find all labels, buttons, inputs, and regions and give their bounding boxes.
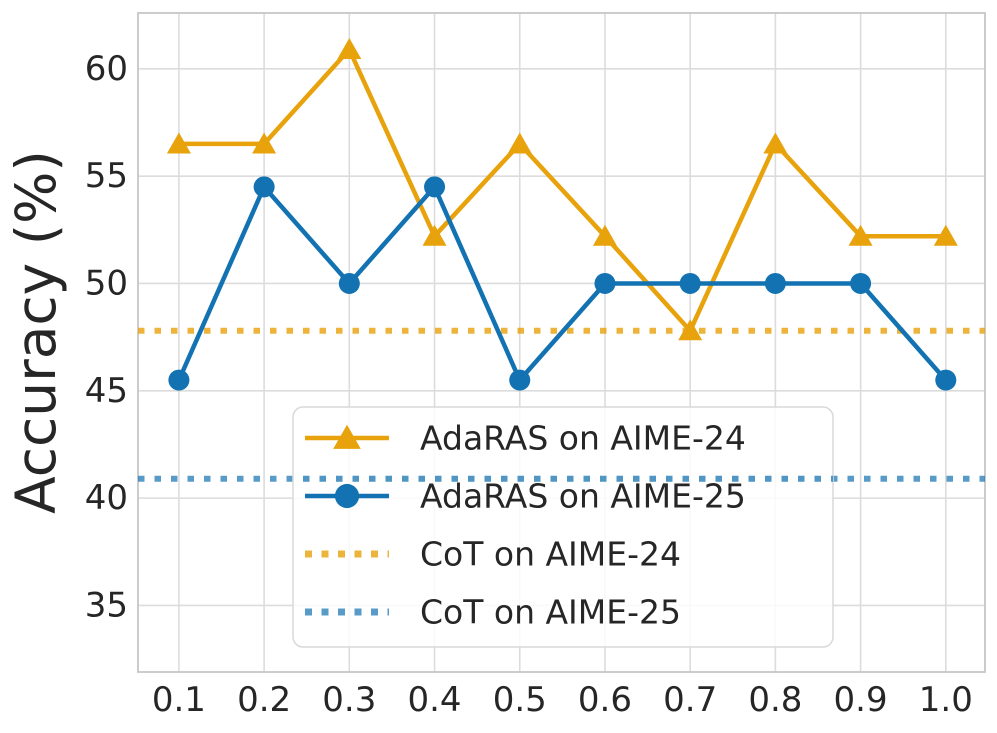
triangle-marker [592, 224, 617, 246]
legend-label: AdaRAS on AIME-25 [420, 477, 746, 516]
circle-marker [424, 176, 446, 198]
y-tick-label: 45 [85, 371, 128, 411]
legend-item: AdaRAS on AIME-24 [305, 419, 746, 458]
x-tick-label: 0.3 [322, 680, 376, 720]
circle-marker [338, 272, 360, 294]
circle-marker [935, 369, 957, 391]
series-adaras-on-aime-24 [166, 37, 958, 341]
legend-label: CoT on AIME-25 [420, 593, 681, 632]
triangle-marker [848, 224, 873, 246]
y-tick-label: 50 [85, 263, 128, 303]
x-tick-label: 0.5 [493, 680, 547, 720]
triangle-marker [252, 132, 277, 154]
circle-marker [764, 272, 786, 294]
y-tick-label: 35 [85, 585, 128, 625]
circle-marker [253, 176, 275, 198]
y-tick-label: 55 [85, 156, 128, 196]
circle-marker [679, 272, 701, 294]
circle-marker [509, 369, 531, 391]
circle-marker [850, 272, 872, 294]
legend-item: AdaRAS on AIME-25 [305, 477, 746, 516]
triangle-marker [337, 37, 362, 59]
legend-label: CoT on AIME-24 [420, 535, 681, 574]
legend: AdaRAS on AIME-24 AdaRAS on AIME-25 CoT on… [292, 406, 834, 648]
triangle-marker [763, 132, 788, 154]
x-tick-label: 0.6 [578, 680, 632, 720]
legend-item: CoT on AIME-24 [305, 535, 681, 574]
legend-label: AdaRAS on AIME-24 [420, 419, 746, 458]
x-tick-label: 0.8 [748, 680, 802, 720]
x-tick-label: 0.4 [407, 680, 461, 720]
x-tick-label: 1.0 [919, 680, 973, 720]
x-tick-label: 0.9 [834, 680, 888, 720]
y-axis-label: Accuracy (%) [4, 150, 68, 514]
circle-marker [594, 272, 616, 294]
triangle-marker [422, 224, 447, 246]
x-tick-label: 0.1 [152, 680, 206, 720]
x-tick-label: 0.7 [663, 680, 717, 720]
triangle-marker [333, 424, 361, 449]
triangle-marker [678, 319, 703, 341]
series-adaras-on-aime-25 [168, 176, 957, 391]
series-line [178, 47, 946, 333]
x-tick-label: 0.2 [237, 680, 291, 720]
circle-marker [168, 369, 190, 391]
y-tick-label: 60 [85, 49, 128, 89]
y-tick-label: 40 [85, 478, 128, 518]
series-line [176, 184, 948, 383]
circle-marker [334, 483, 360, 509]
triangle-marker [166, 132, 191, 154]
triangle-marker [507, 132, 532, 154]
legend-box [292, 406, 834, 648]
plot-border [137, 12, 986, 673]
triangle-marker [933, 224, 958, 246]
legend-item: CoT on AIME-25 [305, 593, 681, 632]
